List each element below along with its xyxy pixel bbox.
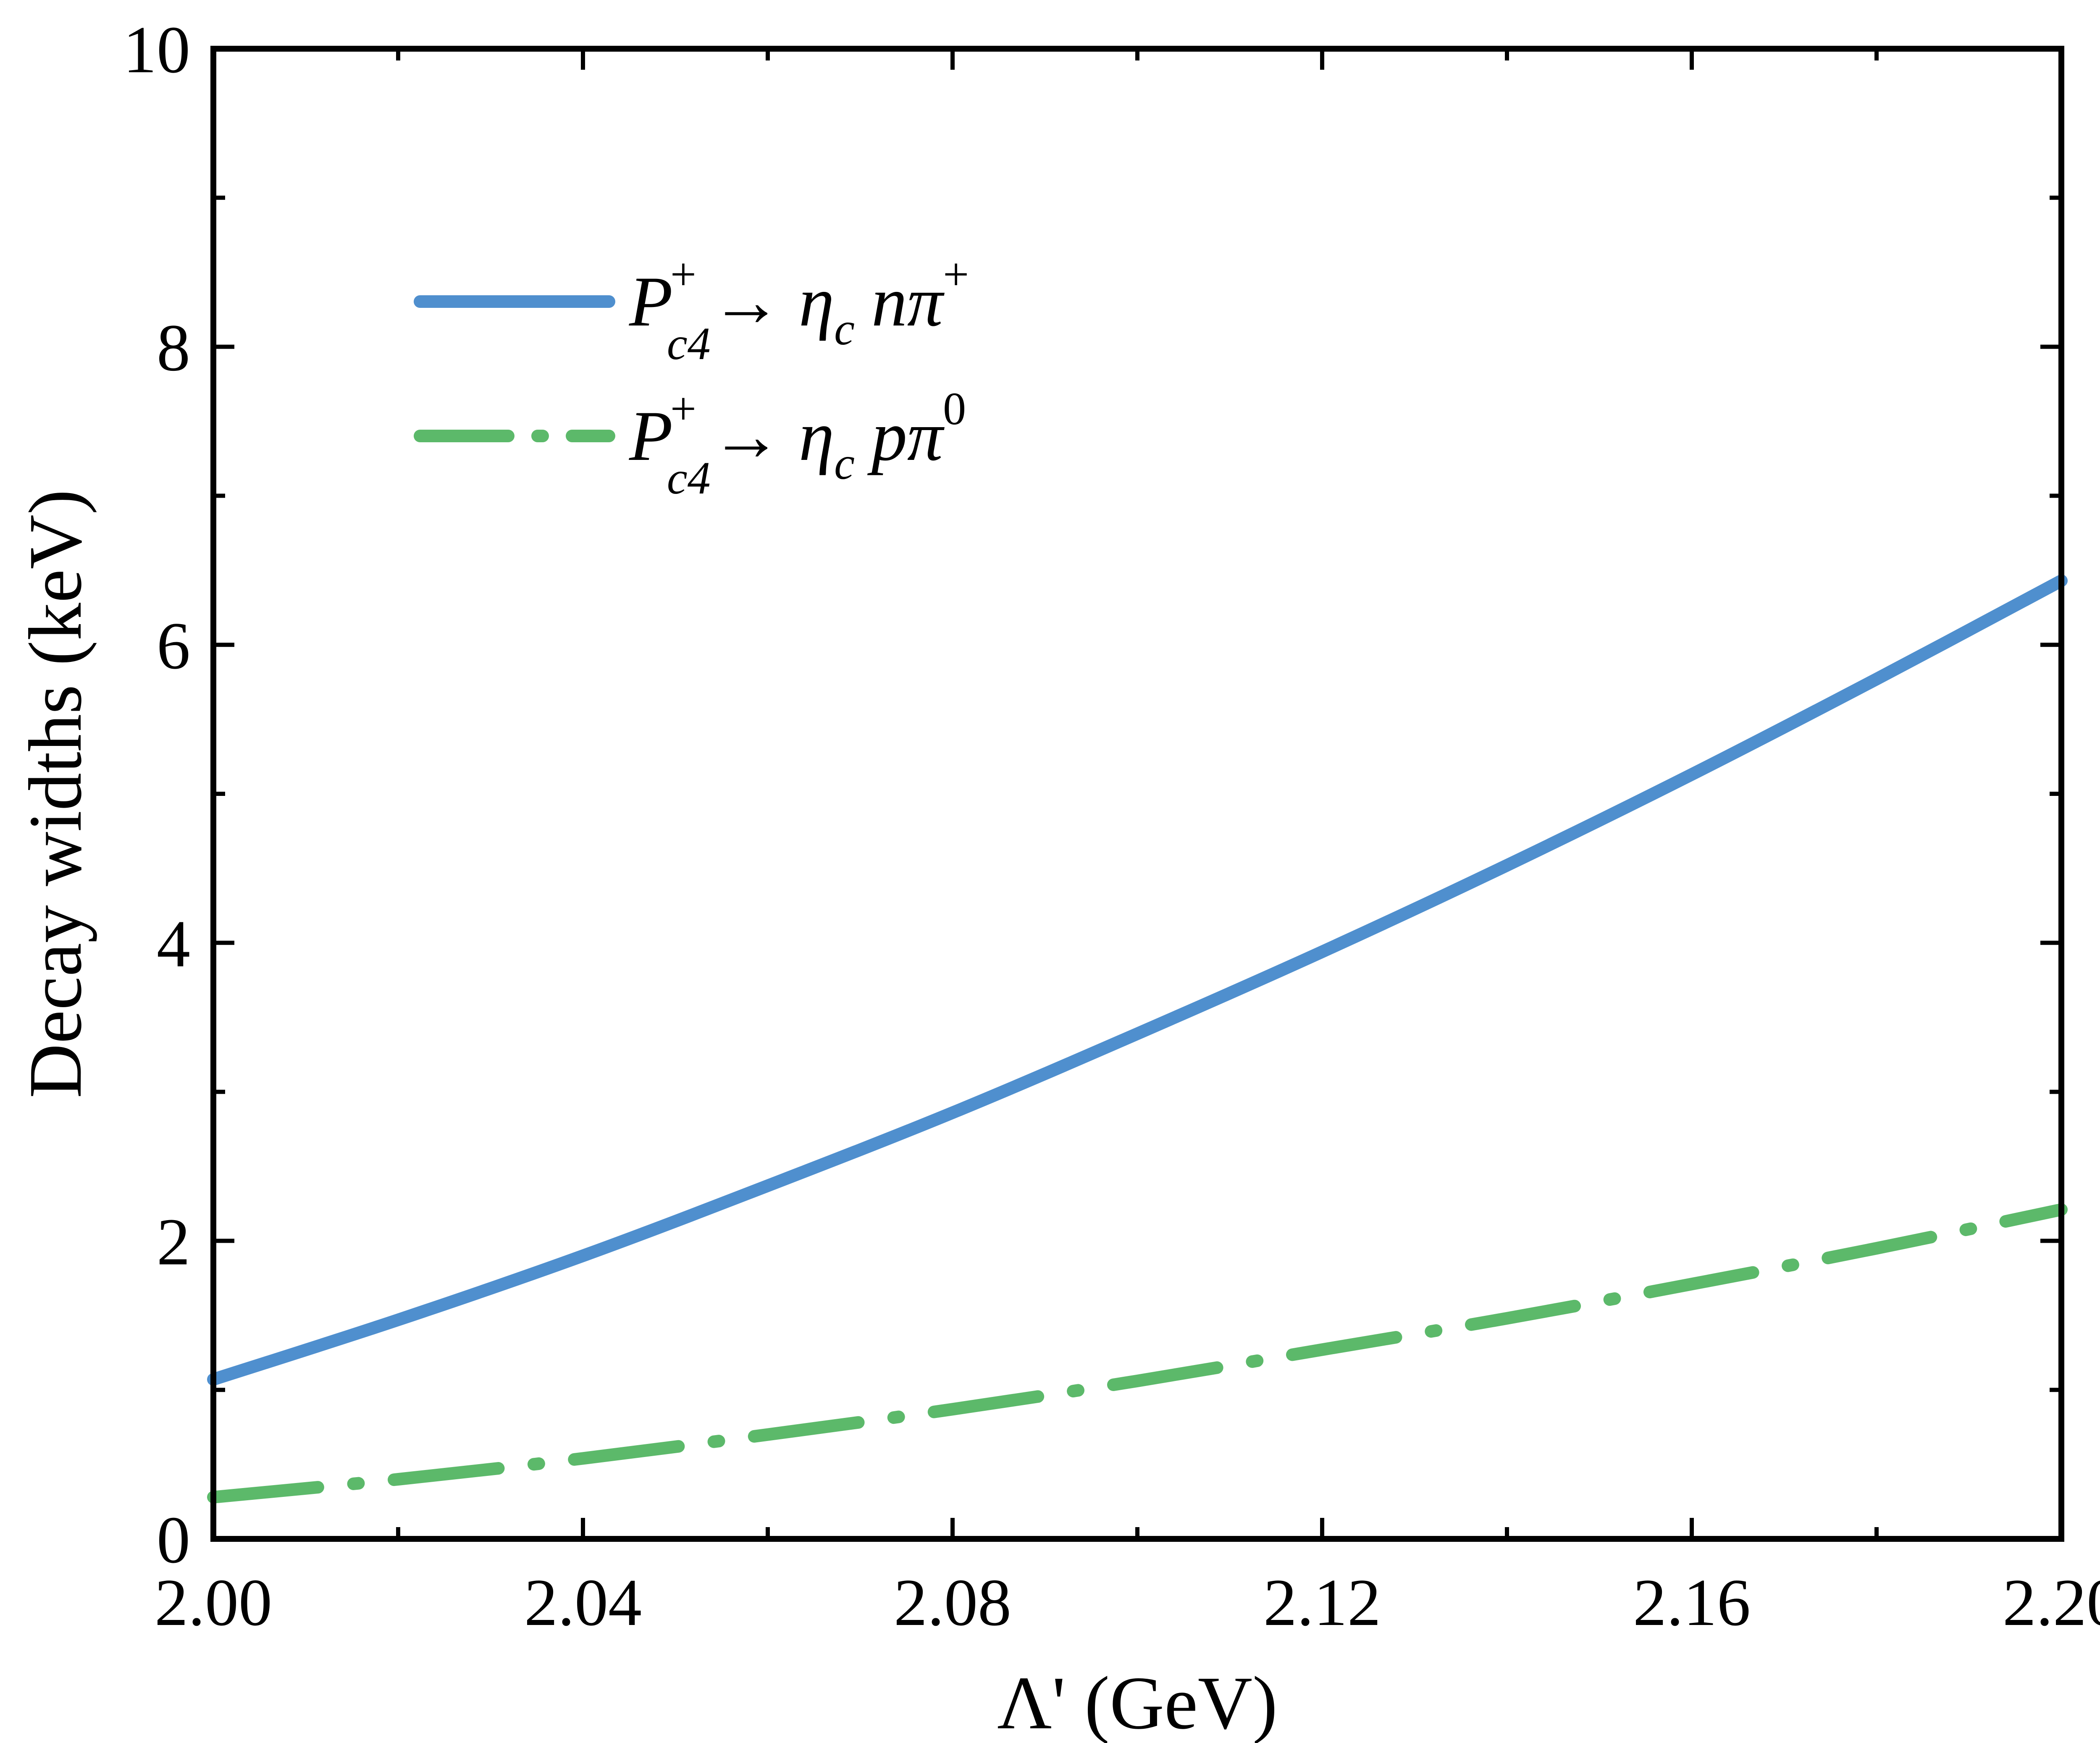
x-tick-label: 2.12 <box>1263 1565 1381 1640</box>
y-tick-label: 6 <box>157 608 190 683</box>
x-axis-label: Λ' (GeV) <box>997 1661 1278 1743</box>
legend-label-1: P+ c4→ ηc pπ0 <box>629 383 966 504</box>
series-line-1 <box>207 1203 2068 1504</box>
y-axis-label: Decay widths (keV) <box>13 489 97 1098</box>
y-tick-label: 10 <box>123 12 190 87</box>
legend-0-pi-sup: + <box>943 249 969 300</box>
y-tick-label: 2 <box>157 1204 190 1279</box>
x-tick-label: 2.20 <box>2003 1565 2100 1640</box>
legend-0-pi: π <box>907 262 945 341</box>
x-tick-labels: 2.00 2.04 2.08 2.12 2.16 2.20 <box>155 1565 2100 1640</box>
x-tick-label: 2.00 <box>155 1565 272 1640</box>
legend-1-sup: + <box>670 383 696 434</box>
legend-1-eta-sub: c <box>834 438 855 489</box>
legend-1-pi-sup: 0 <box>943 383 966 434</box>
y-tick-label: 8 <box>157 310 190 385</box>
x-tick-label: 2.04 <box>524 1565 642 1640</box>
tick-marks <box>211 47 2063 1541</box>
legend-0-eta: η <box>799 262 834 341</box>
y-tick-label: 0 <box>157 1502 190 1577</box>
legend-1-eta: η <box>799 396 834 475</box>
legend-0-sub: c4 <box>667 318 711 369</box>
legend-1-P: P <box>629 396 673 475</box>
x-tick-label: 2.16 <box>1633 1565 1751 1640</box>
series-layer <box>207 574 2068 1504</box>
legend-1-pi: π <box>907 396 945 475</box>
legend-1-sub: c4 <box>667 452 711 504</box>
legend-0-sup: + <box>670 249 696 300</box>
plot-frame <box>210 46 2064 1542</box>
y-tick-label: 4 <box>157 906 190 981</box>
legend: P+ c4→ ηc nπ+ P+ c4→ ηc pπ0 <box>414 249 969 504</box>
legend-0-particle: n <box>872 262 907 341</box>
y-tick-labels: 0 2 4 6 8 10 <box>123 12 190 1577</box>
legend-0-P: P <box>629 262 673 341</box>
legend-1-arrow: → <box>711 396 782 475</box>
legend-1-particle: p <box>867 396 907 475</box>
legend-label-0: P+ c4→ ηc nπ+ <box>629 249 969 369</box>
legend-0-arrow: → <box>711 262 782 341</box>
x-tick-label: 2.08 <box>894 1565 1011 1640</box>
legend-0-eta-sub: c <box>834 303 855 354</box>
series-line-0 <box>207 574 2068 1386</box>
